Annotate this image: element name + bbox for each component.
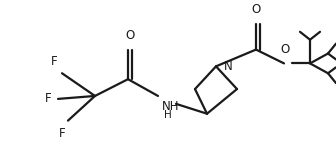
Text: H: H <box>164 110 172 120</box>
Text: O: O <box>251 3 261 16</box>
Text: F: F <box>51 55 58 68</box>
Text: F: F <box>59 126 66 140</box>
Text: NH: NH <box>162 100 179 113</box>
Text: F: F <box>45 92 52 105</box>
Text: N: N <box>224 60 233 73</box>
Text: O: O <box>280 43 290 56</box>
Text: O: O <box>125 29 135 42</box>
